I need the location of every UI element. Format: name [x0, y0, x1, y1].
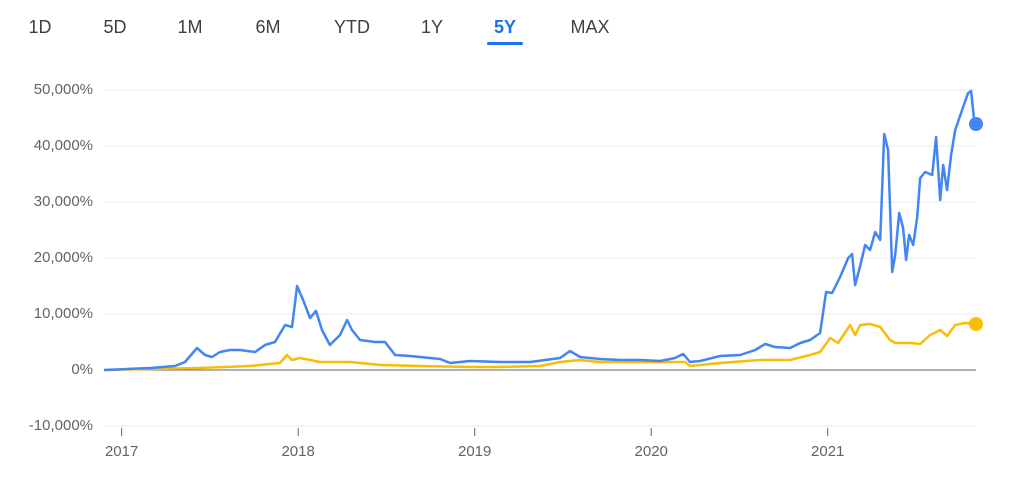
x-tick-label: 2018	[281, 443, 314, 460]
end-dot	[969, 116, 983, 131]
tab[interactable]: 1M	[177, 17, 202, 37]
tab[interactable]: MAX	[570, 17, 609, 37]
y-tick-label: 0%	[71, 361, 93, 378]
series-line	[103, 321, 977, 372]
y-tick-label: 50,000%	[34, 81, 93, 98]
tab[interactable]: 5Y	[494, 17, 516, 37]
tab[interactable]: 1Y	[421, 17, 443, 37]
series-line	[103, 89, 978, 372]
y-tick-label: 30,000%	[34, 193, 93, 210]
end-dot	[969, 317, 983, 332]
x-tick-label: 2021	[811, 443, 844, 460]
tab[interactable]: 6M	[255, 17, 280, 37]
y-tick-label: -10,000%	[29, 417, 93, 434]
x-tick-label: 2020	[635, 443, 668, 460]
y-tick-label: 10,000%	[34, 305, 93, 322]
tab[interactable]: 1D	[28, 17, 51, 37]
y-tick-label: 40,000%	[34, 137, 93, 154]
tab-underline	[487, 42, 523, 45]
x-tick-label: 2019	[458, 443, 491, 460]
tab[interactable]: 5D	[103, 17, 126, 37]
x-tick-label: 2017	[105, 443, 138, 460]
tab[interactable]: YTD	[334, 17, 370, 37]
y-tick-label: 20,000%	[34, 249, 93, 266]
